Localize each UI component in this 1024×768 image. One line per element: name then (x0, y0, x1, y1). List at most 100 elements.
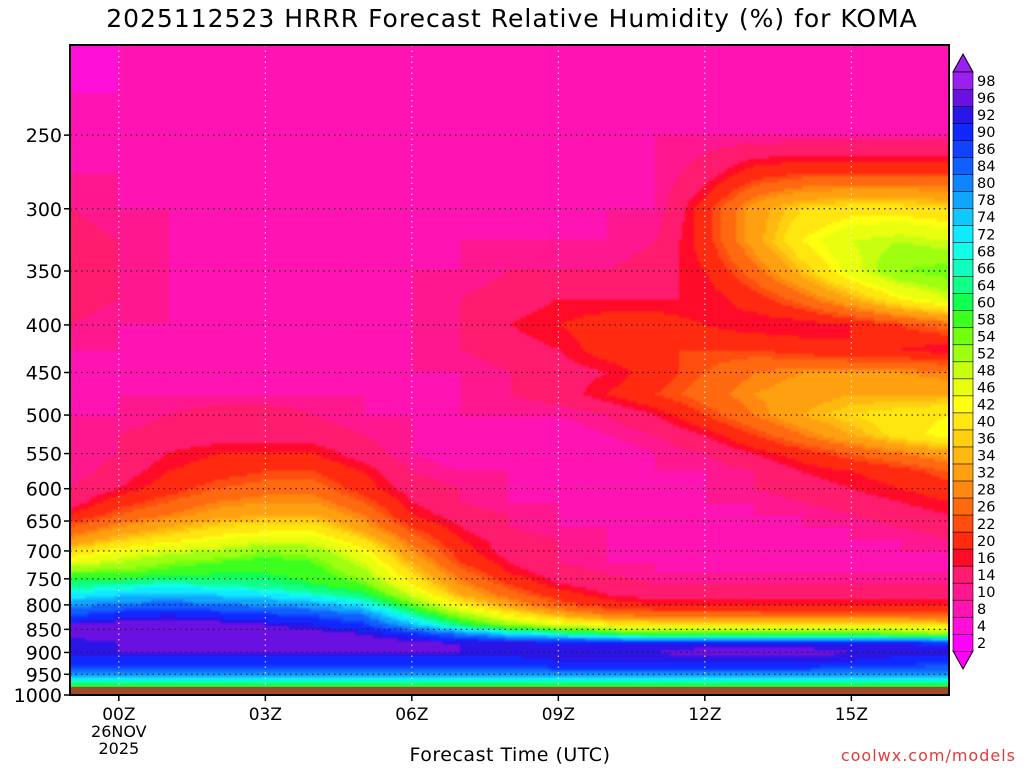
colorbar-swatch (952, 599, 974, 618)
y-tick-label: 800 (26, 595, 62, 617)
colorbar-swatch (952, 207, 974, 226)
colorbar-swatch (952, 259, 974, 277)
y-tick-label: 500 (26, 405, 62, 427)
colorbar-label: 60 (977, 295, 995, 311)
colorbar-label: 32 (977, 466, 995, 482)
colorbar-swatch (952, 395, 974, 414)
colorbar-label: 52 (977, 346, 995, 362)
colorbar-swatch (952, 71, 974, 90)
y-tick-label: 250 (26, 125, 62, 147)
colorbar-swatch (952, 327, 974, 346)
colorbar-label: 2 (977, 636, 986, 652)
colorbar-label: 68 (977, 244, 995, 260)
x-tick-date: 26NOV (91, 722, 147, 741)
colorbar-label: 80 (977, 176, 995, 192)
credit-link[interactable]: coolwx.com/models (840, 746, 1016, 765)
humidity-heatmap (70, 45, 949, 695)
colorbar-label: 36 (977, 432, 995, 448)
colorbar-swatch (952, 276, 974, 294)
colorbar-swatch (952, 531, 974, 550)
colorbar-label: 16 (977, 551, 995, 567)
colorbar-swatch (952, 463, 974, 482)
colorbar-swatch (952, 241, 974, 260)
colorbar-label: 28 (977, 483, 995, 499)
colorbar-swatch (952, 88, 974, 107)
colorbar-label: 46 (977, 381, 995, 397)
colorbar-swatch (952, 514, 974, 533)
colorbar-label: 4 (977, 619, 986, 635)
colorbar-label: 98 (977, 74, 995, 90)
colorbar-label: 22 (977, 517, 995, 533)
y-tick-label: 450 (26, 363, 62, 385)
ground-fill (70, 686, 949, 695)
colorbar-swatch (952, 548, 974, 567)
colorbar-swatch (952, 173, 974, 192)
colorbar-arrow-top (952, 52, 974, 73)
x-tick-label: 06Z (395, 705, 428, 725)
y-tick-label: 1000 (14, 685, 62, 707)
y-tick-label: 350 (26, 261, 62, 283)
colorbar-label: 40 (977, 415, 995, 431)
y-tick-label: 550 (26, 444, 62, 466)
colorbar-label: 26 (977, 500, 995, 516)
colorbar-swatch (952, 293, 974, 312)
colorbar-swatch (952, 446, 974, 465)
colorbar-swatch (952, 156, 974, 175)
y-tick-label: 700 (26, 541, 62, 563)
colorbar-label: 92 (977, 108, 995, 124)
colorbar-swatch (952, 224, 974, 243)
colorbar-label: 86 (977, 142, 995, 158)
colorbar-label: 10 (977, 585, 995, 601)
colorbar-swatch (952, 139, 974, 158)
colorbar-swatch (952, 190, 974, 209)
colorbar-swatch (952, 480, 974, 499)
x-tick-label: 12Z (688, 705, 721, 725)
colorbar-swatch (952, 122, 974, 141)
grid-lines (70, 45, 949, 687)
colorbar: 2481014162022262832343640424648525458606… (952, 52, 995, 671)
chart-title: 2025112523 HRRR Forecast Relative Humidi… (106, 4, 918, 33)
y-tick-label: 850 (26, 619, 62, 641)
y-tick-label: 950 (26, 664, 62, 686)
colorbar-label: 72 (977, 227, 995, 243)
colorbar-swatch (952, 361, 974, 380)
x-tick-label: 03Z (249, 705, 282, 725)
colorbar-swatch (952, 310, 974, 329)
colorbar-label: 8 (977, 602, 986, 618)
x-tick-label: 00Z (102, 705, 135, 725)
colorbar-label: 90 (977, 125, 995, 141)
colorbar-label: 48 (977, 364, 995, 380)
colorbar-label: 84 (977, 159, 995, 175)
y-tick-label: 900 (26, 642, 62, 664)
colorbar-label: 74 (977, 210, 995, 226)
colorbar-swatch (952, 616, 974, 635)
colorbar-label: 78 (977, 193, 995, 209)
colorbar-swatch (952, 497, 974, 516)
colorbar-label: 20 (977, 534, 995, 550)
x-tick-year: 2025 (98, 739, 139, 758)
y-tick-label: 600 (26, 479, 62, 501)
colorbar-swatch (952, 412, 974, 431)
y-axis: 2503003504004505005506006507007508008509… (14, 125, 70, 707)
x-tick-label: 09Z (542, 705, 575, 725)
colorbar-label: 54 (977, 329, 995, 345)
colorbar-swatch (952, 105, 974, 124)
y-tick-label: 750 (26, 569, 62, 591)
y-tick-label: 650 (26, 511, 62, 533)
colorbar-label: 66 (977, 261, 995, 277)
y-tick-label: 300 (26, 199, 62, 221)
colorbar-swatch (952, 633, 974, 652)
colorbar-label: 42 (977, 398, 995, 414)
colorbar-label: 34 (977, 449, 995, 465)
colorbar-swatch (952, 344, 974, 363)
colorbar-swatch (952, 582, 974, 601)
colorbar-label: 14 (977, 568, 995, 584)
colorbar-swatch (952, 378, 974, 397)
colorbar-label: 64 (977, 278, 995, 294)
colorbar-swatch (952, 429, 974, 448)
x-axis-title: Forecast Time (UTC) (409, 744, 611, 766)
colorbar-swatch (952, 565, 974, 584)
